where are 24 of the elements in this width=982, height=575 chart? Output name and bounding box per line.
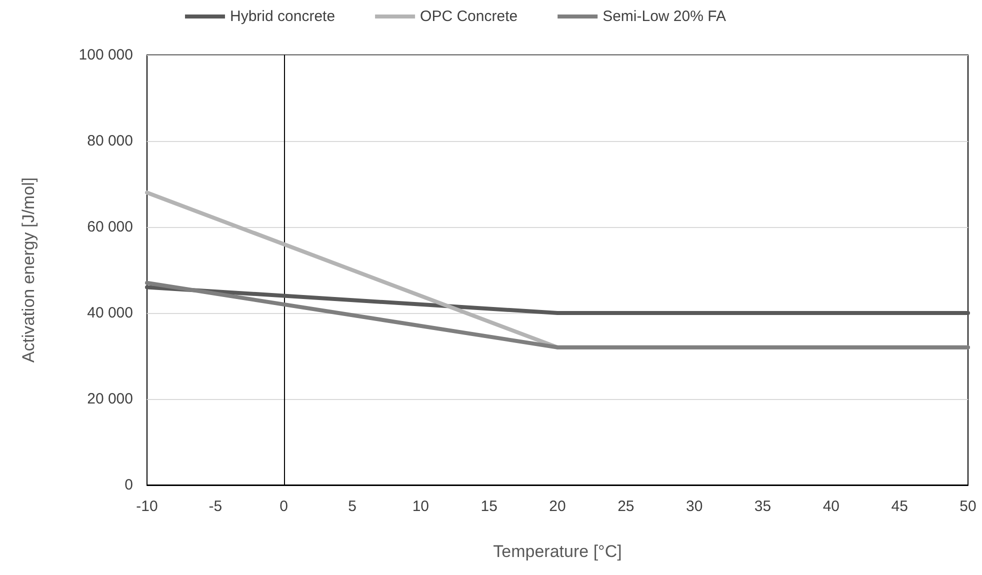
x-tick-label: -5 (208, 498, 222, 515)
x-tick-label: 50 (960, 498, 976, 515)
x-tick-label: 25 (618, 498, 634, 515)
y-tick-label: 40 000 (87, 304, 133, 322)
y-tick-label: 80 000 (87, 132, 133, 150)
x-tick-label: 40 (822, 498, 840, 515)
y-tick-label: 20 000 (87, 390, 133, 408)
x-tick-label: 5 (348, 498, 356, 515)
y-tick-label: 0 (124, 476, 133, 494)
legend-label: Hybrid concrete (230, 8, 336, 25)
y-tick-label: 100 000 (78, 46, 133, 64)
x-tick-label: 0 (280, 498, 288, 515)
legend-label: OPC Concrete (420, 8, 518, 25)
x-tick-label: 10 (412, 498, 430, 515)
x-tick-label: 45 (891, 498, 908, 515)
x-axis-title: Temperature [°C] (493, 542, 622, 561)
x-tick-label: 20 (549, 498, 566, 515)
x-tick-label: -10 (136, 498, 158, 515)
x-tick-label: 35 (754, 498, 772, 515)
x-tick-label: 15 (480, 498, 498, 515)
x-tick-label: 30 (686, 498, 703, 515)
legend-label: Semi-Low 20% FA (602, 8, 726, 25)
y-axis-title: Activation energy [J/mol] (19, 177, 38, 363)
y-tick-label: 60 000 (87, 218, 133, 236)
